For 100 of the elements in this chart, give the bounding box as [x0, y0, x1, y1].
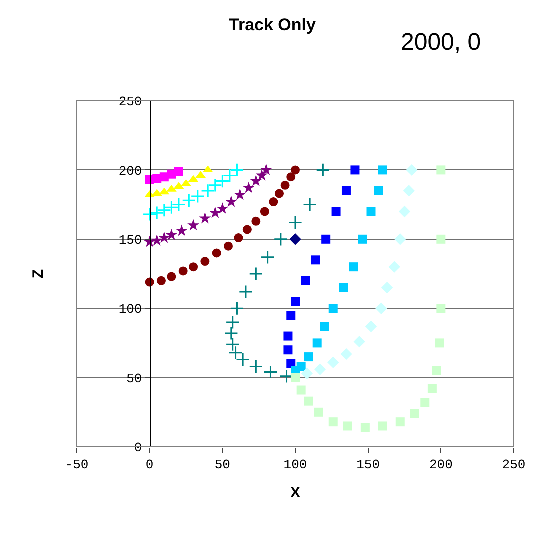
point [343, 422, 352, 431]
point [182, 194, 196, 208]
point [376, 302, 388, 314]
point [428, 384, 437, 394]
x-tick-label: -50 [65, 458, 89, 473]
point [304, 396, 314, 406]
x-tick-label: 100 [284, 458, 308, 473]
point [354, 336, 366, 348]
point [225, 196, 238, 208]
point [396, 418, 405, 427]
point [420, 398, 430, 408]
point [288, 216, 303, 230]
point [238, 284, 254, 300]
point [226, 338, 240, 352]
point [174, 167, 184, 176]
point [249, 360, 264, 374]
point [328, 304, 338, 314]
point [250, 174, 262, 186]
point [274, 232, 288, 246]
point [284, 332, 293, 341]
point [322, 234, 331, 244]
y-axis-title: Z [30, 269, 48, 279]
point [150, 206, 164, 220]
point [201, 184, 216, 198]
point [304, 352, 314, 362]
point [252, 216, 261, 226]
point [260, 250, 275, 264]
point [314, 364, 326, 376]
point [284, 346, 293, 355]
point [230, 302, 244, 316]
point [222, 168, 237, 183]
x-tick-label: 200 [429, 458, 453, 473]
point [303, 198, 318, 212]
point [342, 186, 351, 196]
point [406, 164, 418, 176]
point [410, 409, 420, 418]
point [264, 365, 278, 380]
point [332, 207, 341, 216]
point [365, 320, 378, 332]
point [316, 163, 330, 178]
point [291, 373, 300, 382]
point [360, 423, 370, 432]
point [200, 257, 210, 266]
point [224, 326, 238, 341]
point [291, 166, 300, 175]
point [432, 366, 442, 376]
point [188, 219, 200, 231]
point [167, 272, 176, 282]
point [157, 203, 172, 218]
point [339, 283, 348, 292]
point [178, 266, 188, 276]
point [190, 189, 205, 204]
text: 2000, 0 [401, 29, 482, 56]
point [242, 225, 252, 234]
point [314, 408, 324, 417]
point [378, 422, 388, 431]
point [388, 261, 400, 273]
x-tick-label: 0 [146, 458, 154, 473]
point [176, 224, 188, 236]
point [230, 163, 244, 178]
point [381, 282, 394, 294]
point [436, 234, 446, 244]
point [274, 189, 284, 198]
point [301, 276, 310, 286]
point [320, 322, 330, 332]
point [256, 169, 268, 181]
x-tick-label: 150 [356, 458, 380, 473]
point [224, 242, 233, 251]
point [209, 206, 222, 218]
point [249, 266, 264, 282]
point [216, 174, 230, 188]
x-axis-title: X [290, 484, 301, 502]
x-tick-label: 250 [502, 458, 526, 473]
point [366, 207, 376, 216]
point [340, 348, 352, 360]
point [226, 315, 240, 330]
point [286, 311, 296, 320]
point [398, 206, 411, 218]
point [301, 368, 313, 380]
point [312, 338, 322, 348]
point [189, 262, 198, 272]
point [350, 166, 360, 175]
point [358, 234, 368, 244]
point [280, 180, 290, 190]
point [234, 188, 246, 200]
point [349, 262, 358, 272]
point [234, 234, 244, 243]
point [260, 164, 272, 176]
x-tick-label: 50 [214, 458, 230, 473]
point [291, 297, 300, 306]
point [166, 228, 178, 240]
point [242, 182, 255, 194]
point [260, 207, 270, 216]
point [156, 276, 166, 286]
point [328, 356, 340, 368]
point [172, 198, 186, 212]
point [216, 202, 229, 214]
point [435, 338, 444, 348]
point [436, 166, 446, 175]
point [378, 166, 388, 175]
